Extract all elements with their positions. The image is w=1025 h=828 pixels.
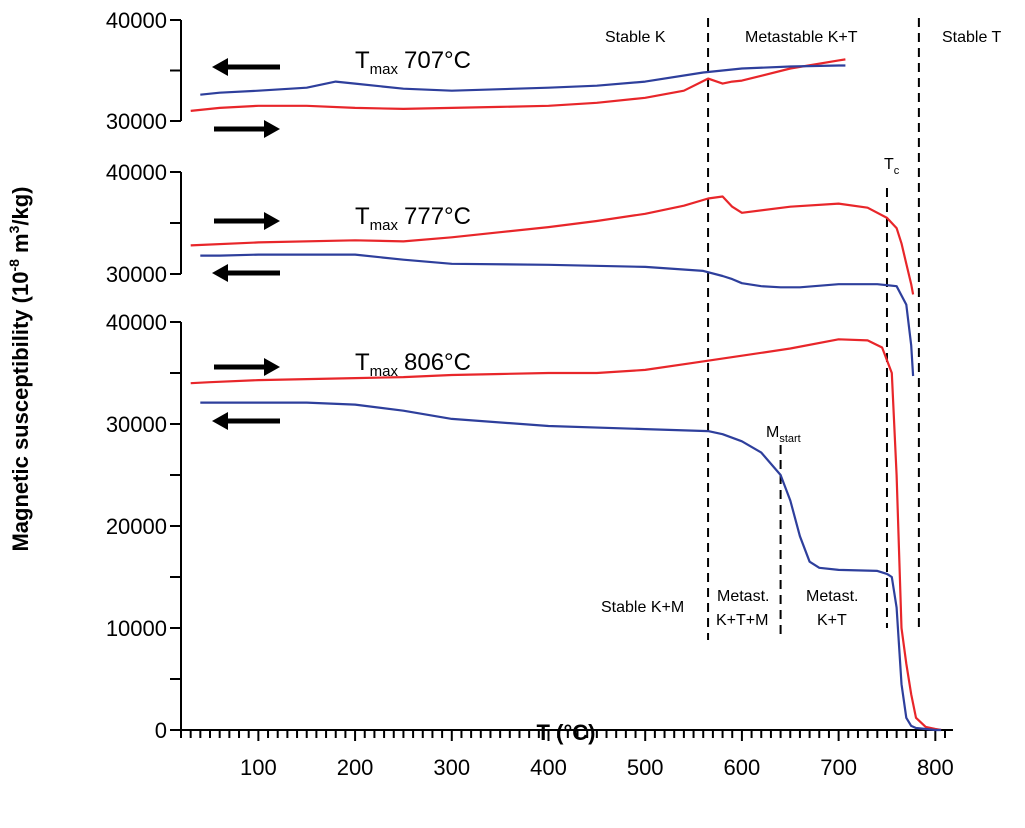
y-tick-label-806: 30000: [106, 412, 167, 437]
tmax-label-806: Tmax 806°C: [355, 349, 471, 380]
label-metastable-kt: Metastable K+T: [745, 29, 858, 46]
direction-arrows: [212, 58, 280, 430]
y-tick-label-806: 0: [155, 718, 167, 743]
arrow-heating-806-head: [264, 358, 280, 376]
y-tick-label-777: 40000: [106, 160, 167, 185]
series-777-heating: [190, 195, 915, 295]
x-tick-label: 600: [724, 755, 761, 780]
data-series: [190, 58, 942, 732]
x-tick-label: 800: [917, 755, 954, 780]
x-axis-title: T (°C): [537, 720, 596, 745]
y-tick-label-777: 30000: [106, 262, 167, 287]
label-metast-kt-line1: Metast.: [806, 588, 858, 605]
series-707-cooling: [200, 64, 846, 96]
axes: 100 200 300 400 500 600 700 800 30000 40000 30000 4…: [106, 8, 954, 780]
y-tick-label-707: 40000: [106, 8, 167, 33]
phase-boundary-lines: [707, 18, 920, 640]
label-metast-ktm-line2: K+T+M: [716, 612, 768, 629]
series-806-cooling: [200, 401, 942, 732]
x-tick-label: 200: [337, 755, 374, 780]
y-tick-label-806: 20000: [106, 514, 167, 539]
label-metast-ktm-line1: Metast.: [717, 588, 769, 605]
arrow-cooling-777-head: [212, 264, 228, 282]
x-tick-label: 400: [530, 755, 567, 780]
series-806-heating: [190, 338, 942, 732]
y-tick-label-806: 40000: [106, 310, 167, 335]
tmax-label-777: Tmax 777°C: [355, 203, 471, 234]
x-tick-label: 700: [820, 755, 857, 780]
series-777-cooling: [200, 253, 915, 377]
label-stable-k: Stable K: [605, 29, 666, 46]
label-mstart: Mstart: [766, 424, 801, 445]
label-stable-t: Stable T: [942, 29, 1002, 46]
label-stable-km: Stable K+M: [601, 599, 684, 616]
y-tick-label-707: 30000: [106, 109, 167, 134]
arrow-heating-707-head: [264, 120, 280, 138]
y-tick-label-806: 10000: [106, 616, 167, 641]
series-707-heating: [190, 58, 846, 112]
x-tick-label: 500: [627, 755, 664, 780]
y-axis-title: Magnetic susceptibility (10-8 m3/kg): [6, 186, 33, 551]
x-tick-label: 300: [433, 755, 470, 780]
label-tc: Tc: [884, 156, 900, 177]
tmax-label-707: Tmax 707°C: [355, 47, 471, 78]
arrow-cooling-806-head: [212, 412, 228, 430]
arrow-cooling-707-head: [212, 58, 228, 76]
label-metast-kt-line2: K+T: [817, 612, 847, 629]
arrow-heating-777-head: [264, 212, 280, 230]
x-tick-label: 100: [240, 755, 277, 780]
